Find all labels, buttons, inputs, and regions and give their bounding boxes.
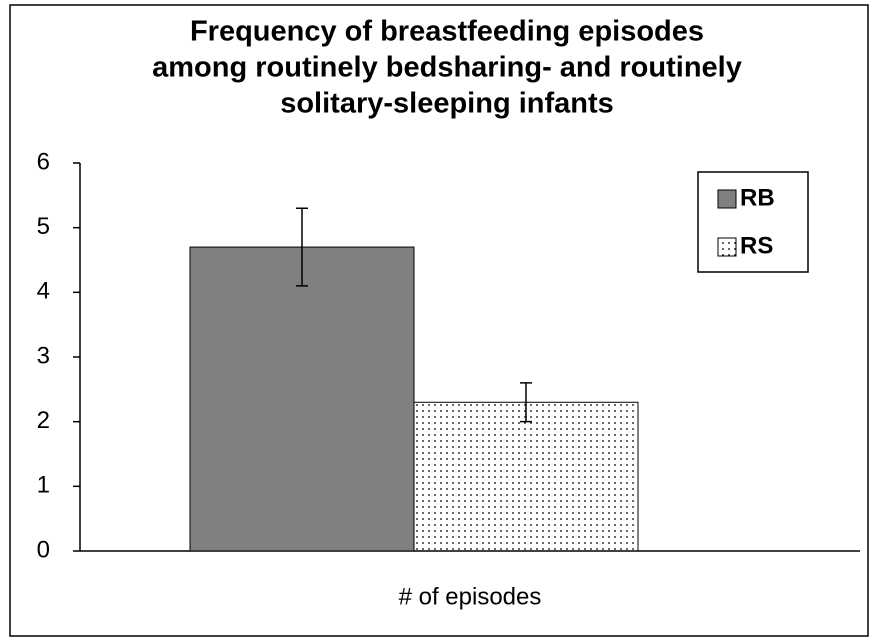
error-bar: [296, 207, 308, 287]
legend-label: RB: [740, 184, 775, 211]
chart-title: Frequency of breastfeeding episodes among…: [152, 16, 742, 120]
title-line: solitary-sleeping infants: [280, 88, 614, 120]
bar: [189, 246, 415, 552]
legend-swatch: [717, 189, 737, 209]
y-tick-label: 5: [37, 213, 50, 240]
error-bar: [520, 382, 532, 423]
legend-label: RS: [740, 232, 773, 259]
bar: [413, 401, 639, 552]
y-tick-label: 1: [37, 472, 50, 499]
y-tick-label: 4: [37, 278, 50, 305]
y-tick-label: 0: [37, 536, 50, 563]
x-category-label: # of episodes: [399, 583, 542, 610]
y-tick-label: 6: [37, 148, 50, 175]
title-line: Frequency of breastfeeding episodes: [190, 16, 704, 48]
y-tick-label: 3: [37, 342, 50, 369]
legend-box: [697, 171, 809, 273]
y-tick-label: 2: [37, 407, 50, 434]
legend-swatch: [717, 237, 737, 257]
title-line: among routinely bedsharing- and routinel…: [152, 52, 742, 84]
